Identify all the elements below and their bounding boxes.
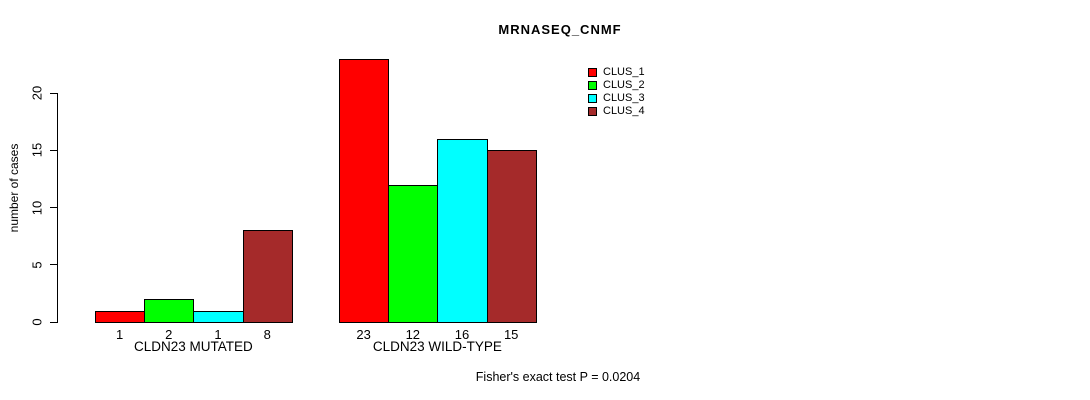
y-tick-label: 10 bbox=[29, 200, 45, 215]
category-label-cldn23-mutated: CLDN23 MUTATED bbox=[134, 339, 253, 354]
legend-label: CLUS_2 bbox=[603, 78, 645, 91]
bar-clus-3-cldn23-wild-type bbox=[437, 138, 488, 323]
bar-value-label: 12 bbox=[405, 326, 421, 342]
chart-title: MRNASEQ_CNMF bbox=[498, 22, 622, 37]
bar-clus-4-cldn23-mutated bbox=[242, 230, 293, 323]
legend-item-clus-2: CLUS_2 bbox=[588, 79, 645, 92]
legend-swatch-clus-1 bbox=[588, 67, 597, 77]
bar-clus-4-cldn23-wild-type bbox=[486, 150, 537, 323]
legend-item-clus-1: CLUS_1 bbox=[588, 66, 645, 79]
y-tick-mark bbox=[50, 92, 57, 94]
y-axis-line bbox=[57, 93, 58, 323]
bar-value-label: 16 bbox=[454, 326, 470, 342]
bar-clus-3-cldn23-mutated bbox=[193, 310, 244, 323]
bar-value-label: 23 bbox=[356, 326, 371, 342]
y-tick-label: 15 bbox=[29, 143, 45, 158]
legend-swatch-clus-3 bbox=[588, 93, 597, 103]
bar-value-label: 15 bbox=[503, 326, 519, 342]
legend-label: CLUS_1 bbox=[603, 65, 645, 78]
y-tick-mark bbox=[50, 264, 57, 266]
bar-value-label: 8 bbox=[263, 326, 271, 342]
y-tick-label: 0 bbox=[29, 318, 45, 326]
y-tick-mark bbox=[50, 207, 57, 208]
bar-clus-1-cldn23-mutated bbox=[95, 310, 146, 323]
y-tick-mark bbox=[50, 321, 57, 323]
legend-item-clus-3: CLUS_3 bbox=[588, 92, 645, 105]
y-tick-mark bbox=[50, 149, 57, 151]
bar-clus-2-cldn23-mutated bbox=[144, 299, 195, 323]
legend-item-clus-4: CLUS_4 bbox=[588, 105, 645, 118]
y-tick-label: 5 bbox=[29, 261, 45, 269]
bar-value-label: 1 bbox=[214, 326, 222, 342]
bar-clus-1-cldn23-wild-type bbox=[339, 58, 390, 323]
bar-value-label: 1 bbox=[115, 326, 124, 342]
bar-clus-2-cldn23-wild-type bbox=[388, 184, 439, 323]
legend-swatch-clus-4 bbox=[588, 107, 597, 117]
y-axis-label: number of cases bbox=[7, 143, 21, 233]
category-label-cldn23-wild-type: CLDN23 WILD-TYPE bbox=[372, 339, 502, 354]
fisher-test-annotation: Fisher's exact test P = 0.0204 bbox=[475, 370, 641, 384]
legend-swatch-clus-2 bbox=[588, 80, 597, 90]
legend-label: CLUS_3 bbox=[603, 91, 645, 104]
legend-label: CLUS_4 bbox=[603, 105, 645, 118]
legend: CLUS_1 CLUS_2 CLUS_3 CLUS_4 bbox=[588, 66, 645, 119]
y-tick-label: 20 bbox=[29, 85, 45, 101]
bar-value-label: 2 bbox=[165, 326, 173, 342]
